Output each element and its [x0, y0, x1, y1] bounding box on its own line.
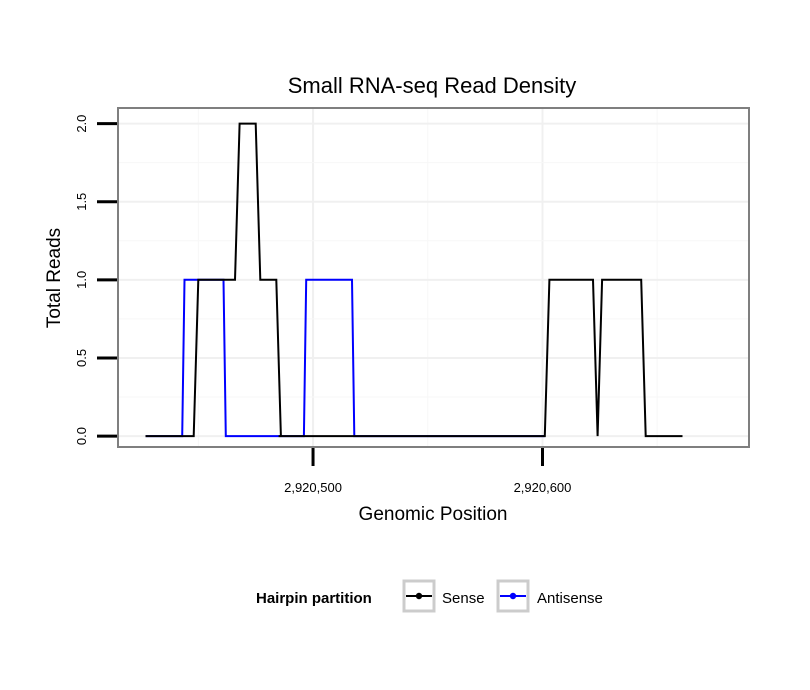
y-tick-label: 0.0: [74, 427, 89, 445]
series-line-sense: [145, 122, 683, 438]
x-axis: 2,920,500 2,920,600: [284, 448, 571, 495]
legend: Hairpin partition Sense Antisense: [256, 579, 603, 613]
legend-label-antisense: Antisense: [537, 590, 603, 607]
y-tick-label: 1.5: [74, 193, 89, 211]
legend-dot-sense: [415, 592, 423, 600]
y-axis: 0.0 0.5 1.0 1.5 2.0: [74, 115, 117, 445]
legend-item-sense: Sense: [402, 579, 485, 613]
x-tick-label: 2,920,600: [514, 480, 572, 495]
plot-panel: [118, 108, 749, 447]
y-tick-label: 1.0: [74, 271, 89, 289]
x-axis-title: Genomic Position: [359, 504, 508, 525]
chart-title: Small RNA-seq Read Density: [288, 73, 577, 98]
series-line-antisense: [145, 278, 545, 438]
x-tick-label: 2,920,500: [284, 480, 342, 495]
y-axis-title: Total Reads: [44, 228, 65, 328]
series-layer: [145, 122, 683, 438]
legend-dot-antisense: [509, 592, 517, 600]
y-tick-label: 0.5: [74, 349, 89, 367]
legend-item-antisense: Antisense: [496, 579, 603, 613]
legend-label-sense: Sense: [442, 590, 485, 607]
plot-border: [117, 107, 750, 448]
legend-title: Hairpin partition: [256, 590, 372, 607]
y-tick-label: 2.0: [74, 115, 89, 133]
